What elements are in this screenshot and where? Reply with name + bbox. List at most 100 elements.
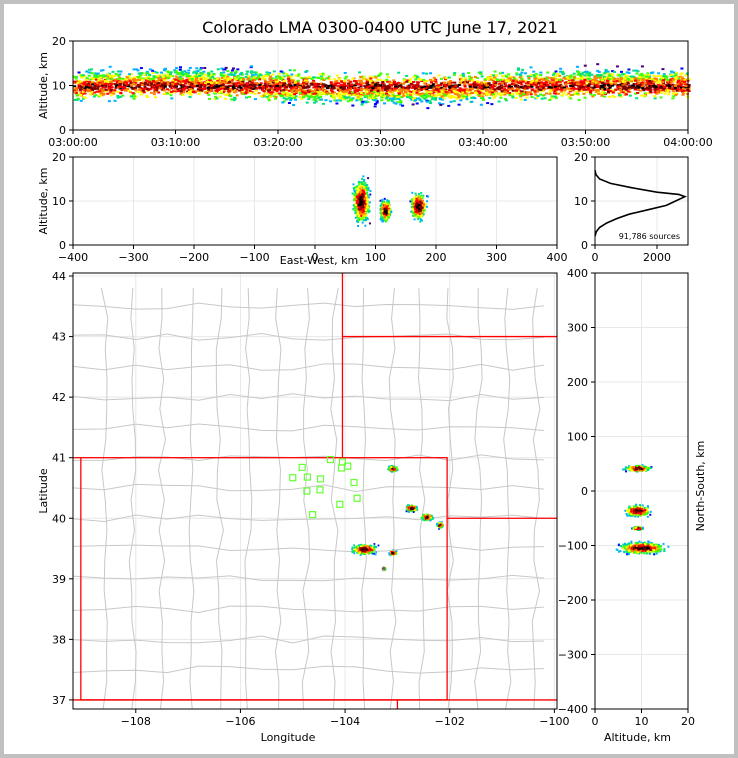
alt-time-source: [217, 80, 221, 83]
alt-time-source: [236, 82, 240, 85]
alt-time-source: [396, 101, 400, 104]
alt-time-source: [195, 79, 199, 82]
alt-time-source: [443, 89, 447, 92]
alt-time-source: [161, 83, 165, 86]
alt-time-source: [539, 85, 543, 88]
alt-ew-source: [358, 219, 361, 222]
alt-time-source: [249, 71, 253, 74]
alt-time-source: [559, 86, 563, 89]
alt-time-source: [357, 96, 361, 99]
alt-time-source: [170, 85, 174, 88]
alt-time-source: [519, 74, 523, 77]
alt-time-source: [547, 86, 551, 89]
alt-time-source: [88, 80, 92, 83]
alt-time-source: [179, 66, 183, 69]
alt-time-source: [375, 101, 379, 104]
alt-time-source: [595, 84, 599, 87]
alt-time-source: [403, 86, 407, 89]
alt-time-source: [583, 70, 587, 73]
alt-time-source: [401, 104, 405, 107]
alt-time-source: [254, 83, 258, 86]
alt-time-source: [118, 77, 122, 80]
alt-time-source: [288, 89, 292, 92]
alt-time-source: [402, 78, 406, 81]
alt-time-source: [454, 92, 458, 95]
alt-time-source: [181, 81, 185, 84]
alt-time-source: [369, 80, 373, 83]
alt-time-source: [447, 76, 451, 79]
alt-time-source: [258, 87, 262, 90]
alt-time-source: [197, 89, 201, 92]
alt-time-source: [87, 84, 91, 87]
alt-time-source: [381, 93, 385, 96]
alt-time-source: [577, 77, 581, 80]
alt-time-source: [339, 95, 343, 98]
alt-time-source: [554, 97, 558, 100]
alt-time-source: [194, 75, 198, 78]
alt-time-source: [78, 85, 82, 88]
alt-time-source: [529, 75, 533, 78]
alt-time-xtick-label: 03:50:00: [561, 136, 610, 149]
alt-time-source: [88, 89, 92, 92]
alt-time-source: [667, 78, 671, 81]
alt-time-source: [290, 80, 294, 83]
alt-ew-source: [362, 175, 365, 178]
alt-time-source: [574, 84, 578, 87]
alt-time-source: [392, 101, 396, 104]
alt-time-source: [143, 81, 147, 84]
alt-time-source: [446, 92, 450, 95]
alt-time-source: [248, 83, 252, 86]
alt-time-source: [181, 86, 185, 89]
alt-ew-source: [364, 204, 367, 207]
alt-time-source: [608, 78, 612, 81]
alt-time-source: [478, 92, 482, 95]
alt-time-source: [138, 85, 142, 88]
alt-time-source: [98, 81, 102, 84]
alt-time-source: [671, 90, 675, 93]
alt-time-source: [279, 70, 283, 73]
alt-time-source: [227, 82, 231, 85]
alt-time-source: [479, 103, 483, 106]
alt-time-source: [336, 87, 340, 90]
alt-time-source: [267, 89, 271, 92]
alt-time-source: [135, 84, 139, 87]
alt-time-source: [212, 82, 216, 85]
alt-time-source: [90, 87, 94, 90]
alt-time-source: [350, 91, 354, 94]
alt-time-source: [665, 90, 669, 93]
alt-time-source: [354, 89, 358, 92]
alt-time-source: [397, 95, 401, 98]
alt-time-source: [224, 75, 228, 78]
alt-time-source: [434, 80, 438, 83]
alt-time-source: [673, 84, 677, 87]
alt-time-source: [314, 83, 318, 86]
alt-time-source: [186, 90, 190, 93]
alt-time-source: [308, 92, 312, 95]
alt-time-source: [416, 83, 420, 86]
alt-time-source: [510, 86, 514, 89]
alt-time-source: [377, 85, 381, 88]
alt-time-source: [562, 91, 566, 94]
alt-time-source: [196, 69, 200, 72]
alt-time-source: [373, 105, 377, 108]
alt-time-source: [586, 76, 590, 79]
alt-time-source: [312, 91, 316, 94]
alt-time-source: [687, 84, 691, 87]
alt-time-source: [177, 89, 181, 92]
alt-time-source: [411, 103, 415, 106]
alt-time-source: [241, 80, 245, 83]
alt-time-source: [185, 80, 189, 83]
alt-time-source: [163, 85, 167, 88]
alt-time-source: [558, 84, 562, 87]
alt-time-source: [515, 79, 519, 82]
alt-time-source: [683, 86, 687, 89]
alt-time-source: [569, 97, 573, 100]
alt-time-source: [203, 87, 207, 90]
alt-time-source: [365, 79, 369, 82]
alt-time-source: [229, 88, 233, 91]
alt-time-source: [491, 87, 495, 90]
alt-time-source: [166, 77, 170, 80]
alt-time-source: [599, 86, 603, 89]
alt-ew-source: [367, 206, 370, 209]
alt-time-source: [111, 76, 115, 79]
